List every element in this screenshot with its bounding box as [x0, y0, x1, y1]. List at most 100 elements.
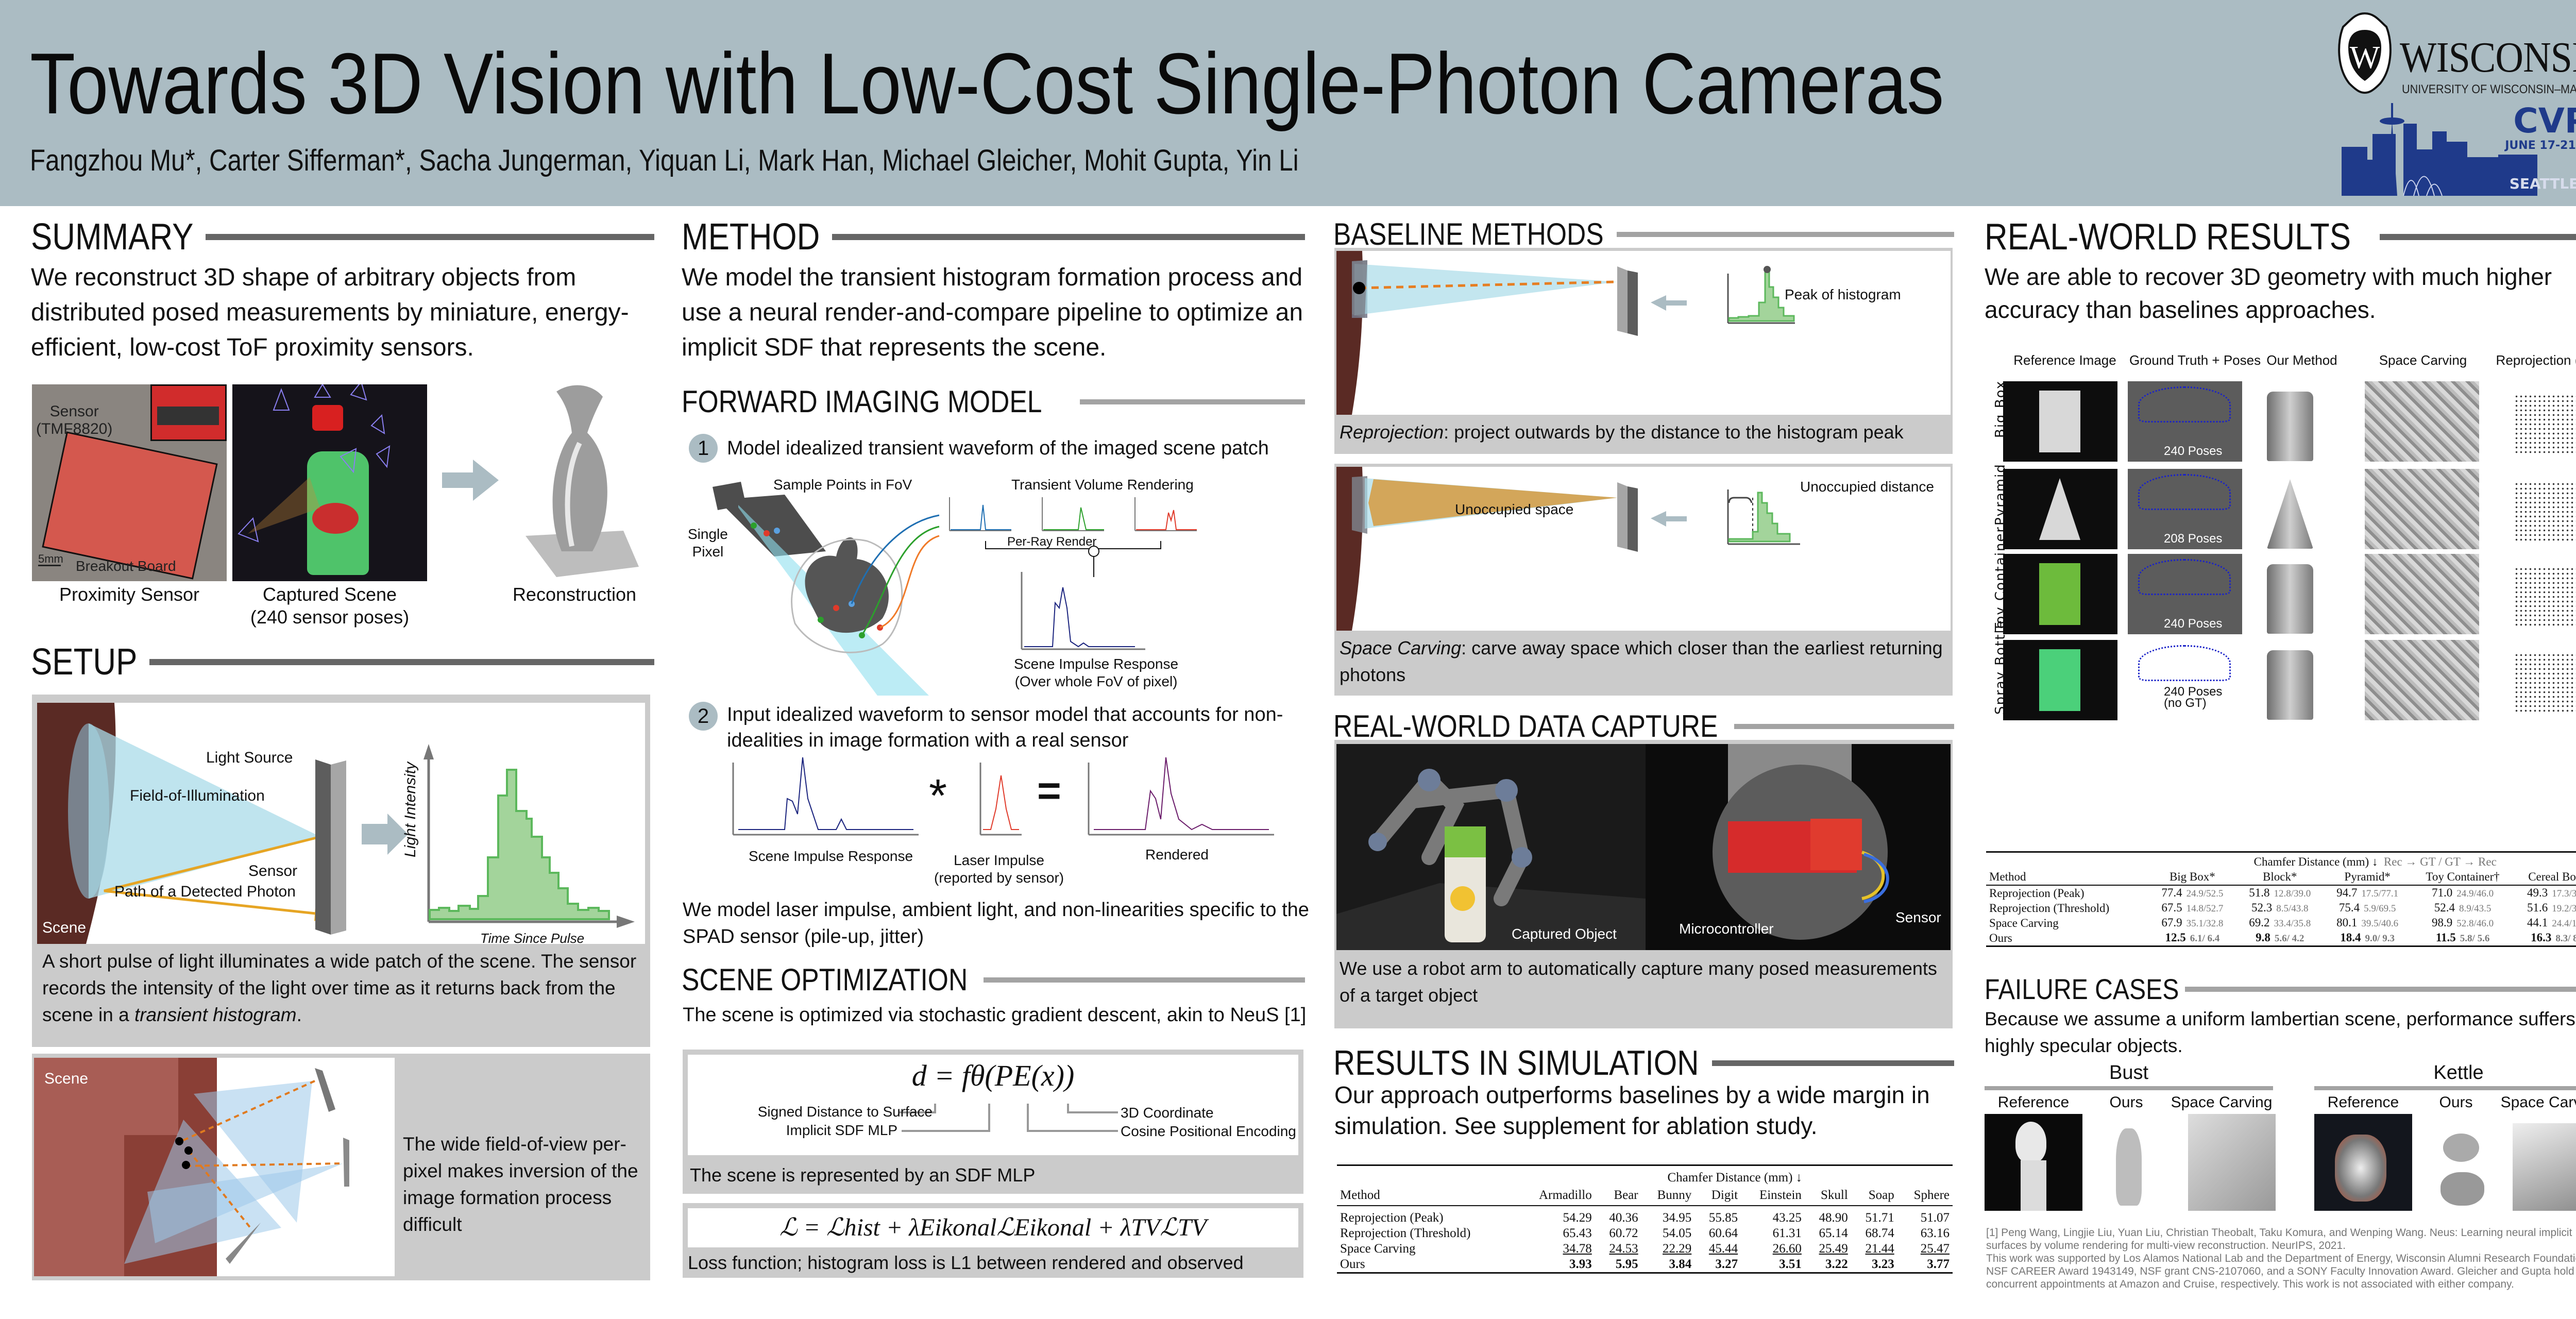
table-cell: 21.44 [1865, 1242, 1894, 1256]
space-carving-render [2365, 554, 2479, 634]
sensor-model-diagram: * = Scene Impulse Response Laser Impulse… [682, 752, 1310, 886]
svg-text:W: W [2350, 40, 2380, 75]
grid-col-header: Our Method [2266, 352, 2337, 368]
fov-text: The wide field-of-view per-pixel makes i… [403, 1134, 638, 1235]
row-method: Reprojection (Peak) [1989, 887, 2084, 900]
table-cell: 18.4 9.0/ 9.3 [2324, 931, 2411, 946]
caption-reconstruction: Reconstruction [512, 584, 637, 605]
label-sensor: Sensor (TMF8820) [36, 403, 113, 437]
heading-text: SCENE OPTIMIZATION [682, 962, 968, 997]
row-method: Ours [1989, 932, 2012, 944]
table-cell: 45.44 [1708, 1242, 1738, 1256]
wisconsin-subtitle: UNIVERSITY OF WISCONSIN–MADISON [2402, 82, 2576, 96]
heading-rule [832, 234, 1305, 240]
label-signed-distance: Signed Distance to Surface [757, 1104, 933, 1120]
our-method-render [2267, 564, 2313, 634]
table-cell: 43.25 [1772, 1211, 1802, 1225]
cell-split: 17.3/31.9 [2552, 888, 2576, 899]
label-unoccupied-space: Unoccupied space [1455, 501, 1574, 517]
sdf-equation-panel: d = fθ(PE(x)) Signed Distance to Surface… [688, 1055, 1298, 1155]
table-cell: 67.9 35.1/32.8 [2148, 916, 2236, 931]
failure-group-title: Bust [2109, 1062, 2149, 1084]
table-cell: 65.14 [1819, 1226, 1848, 1240]
col-header: Digit [1711, 1188, 1738, 1202]
footer-acknowledgement: This work was supported by Los Alamos Na… [1986, 1253, 2576, 1290]
heading-rule [149, 659, 654, 665]
capture-caption: We use a robot arm to automatically capt… [1340, 958, 1937, 1006]
axis-label-y: Light Intensity [402, 762, 419, 857]
table-row: Reprojection (Threshold) 67.5 14.8/52.7 52.… [1986, 901, 2576, 916]
table-cell: 26.60 [1772, 1242, 1802, 1256]
equals-operator: = [1037, 768, 1061, 814]
cell-split: 19.2/32.4 [2552, 903, 2576, 914]
heading-rule [1734, 724, 1954, 729]
heading-rule [1711, 1060, 1954, 1066]
seattle-skyline-icon [2342, 103, 2537, 196]
cell-split: 12.8/39.0 [2274, 888, 2311, 899]
table-cell: 52.4 8.9/43.5 [2411, 901, 2514, 916]
table-cell: 51.71 [1865, 1211, 1894, 1225]
captured-scene-photo [232, 384, 427, 581]
heading-text: FORWARD IMAGING MODEL [682, 384, 1042, 419]
col-header: Block* [2263, 870, 2297, 883]
poster-authors: Fangzhou Mu*, Carter Sifferman*, Sacha J… [30, 144, 1299, 177]
poses-count: 240 Poses [2164, 444, 2223, 458]
space-carving-render [2365, 640, 2479, 720]
cell-split: 24.9/52.5 [2186, 888, 2224, 899]
forward-step-1: 1 Model idealized transient waveform of … [689, 434, 1269, 463]
space-carving-render [2365, 381, 2479, 462]
reprojection-box: Peak of histogram Reprojection: project … [1334, 248, 1953, 454]
step-number-badge: 2 [689, 702, 718, 731]
table-cell: 16.38.3/ 8.0 [2514, 931, 2576, 946]
table-cell: 55.85 [1708, 1211, 1738, 1225]
table-cell: 3.51 [1779, 1257, 1802, 1271]
poses-label: 240 Poses [2164, 444, 2223, 458]
section-baseline-heading: BASELINE METHODS [1333, 214, 1954, 255]
sim-text: Our approach outperforms baselines by a … [1334, 1081, 1930, 1139]
cell-total: 51.6 [2527, 901, 2548, 914]
cell-total: 94.7 [2336, 886, 2358, 899]
table-row: Reprojection (Peak) 54.29 40.36 34.95 55.85 4… [1337, 1206, 1953, 1226]
method-text: We model the transient histogram formati… [682, 264, 1303, 361]
proximity-sensor-photo: Sensor (TMF8820) 5mm Breakout Board [32, 384, 227, 581]
poses-count: 208 Poses [2164, 533, 2222, 545]
reference-image [2003, 469, 2117, 549]
cell-total: 11.5 [2435, 931, 2456, 944]
sim-results-table: Chamfer Distance (mm) ↓ Method Armadillo B… [1337, 1164, 1953, 1274]
cell-total: 52.4 [2434, 901, 2455, 914]
footer-notes: [1] Peng Wang, Lingjie Liu, Yuan Liu, Ch… [1986, 1226, 2576, 1291]
cvpr-logo: CVPR JUNE 17-21, 2024 SEATTLE, WA [2342, 103, 2576, 196]
reprojection-render [2514, 567, 2576, 626]
grid-col-header: Reference Image [2013, 352, 2116, 368]
table-cell: 51.8 12.8/39.0 [2236, 885, 2324, 901]
sensor-poses-icon [238, 384, 391, 543]
loss-equation-panel: ℒ = ℒhist + λEikonalℒEikonal + λTVℒTV [688, 1208, 1298, 1247]
cell-total: 71.0 [2432, 886, 2453, 899]
step-number-badge: 1 [689, 434, 718, 463]
table-cell: 12.5 6.1/ 6.4 [2148, 931, 2236, 946]
crest-icon: W [2338, 12, 2392, 94]
col-header: Bear [1614, 1188, 1638, 1202]
table-cell: 94.7 17.5/77.1 [2324, 885, 2411, 901]
cell-split: 5.8/ 5.6 [2460, 933, 2490, 944]
cvpr-dates: JUNE 17-21, 2024 [2505, 139, 2576, 152]
row-method: Reprojection (Threshold) [1340, 1226, 1471, 1240]
row-method: Ours [1340, 1257, 1365, 1271]
setup-figure-box: Light Source Field-of-Illumination Senso… [32, 695, 650, 1047]
failure-text: Because we assume a uniform lambertian s… [1985, 1008, 2576, 1056]
table-cell: 44.1 24.4/19.6 [2514, 916, 2576, 931]
label-3d-coordinate: 3D Coordinate [1121, 1105, 1214, 1121]
table-row: Space Carving 67.9 35.1/32.8 69.2 33.4/35.8 8… [1986, 916, 2576, 931]
table-cell: 51.6 19.2/32.4 [2514, 901, 2576, 916]
col-header: Einstein [1759, 1188, 1802, 1202]
setup-illustration [37, 703, 635, 944]
table-cell: 75.4 5.9/69.5 [2324, 901, 2411, 916]
table-cell: 67.5 14.8/52.7 [2148, 901, 2236, 916]
table-row: Ours 12.5 6.1/ 6.4 9.8 5.6/ 4.2 18.4 9.0/ 9.3 1… [1986, 931, 2576, 946]
heading-rule [1080, 399, 1305, 404]
table-cell: 54.29 [1563, 1211, 1592, 1225]
cell-total: 75.4 [2338, 901, 2360, 914]
heading-text: REAL-WORLD DATA CAPTURE [1333, 709, 1718, 743]
col-header: Big Box* [2169, 870, 2215, 883]
heading-text: REAL-WORLD RESULTS [1985, 216, 2351, 258]
